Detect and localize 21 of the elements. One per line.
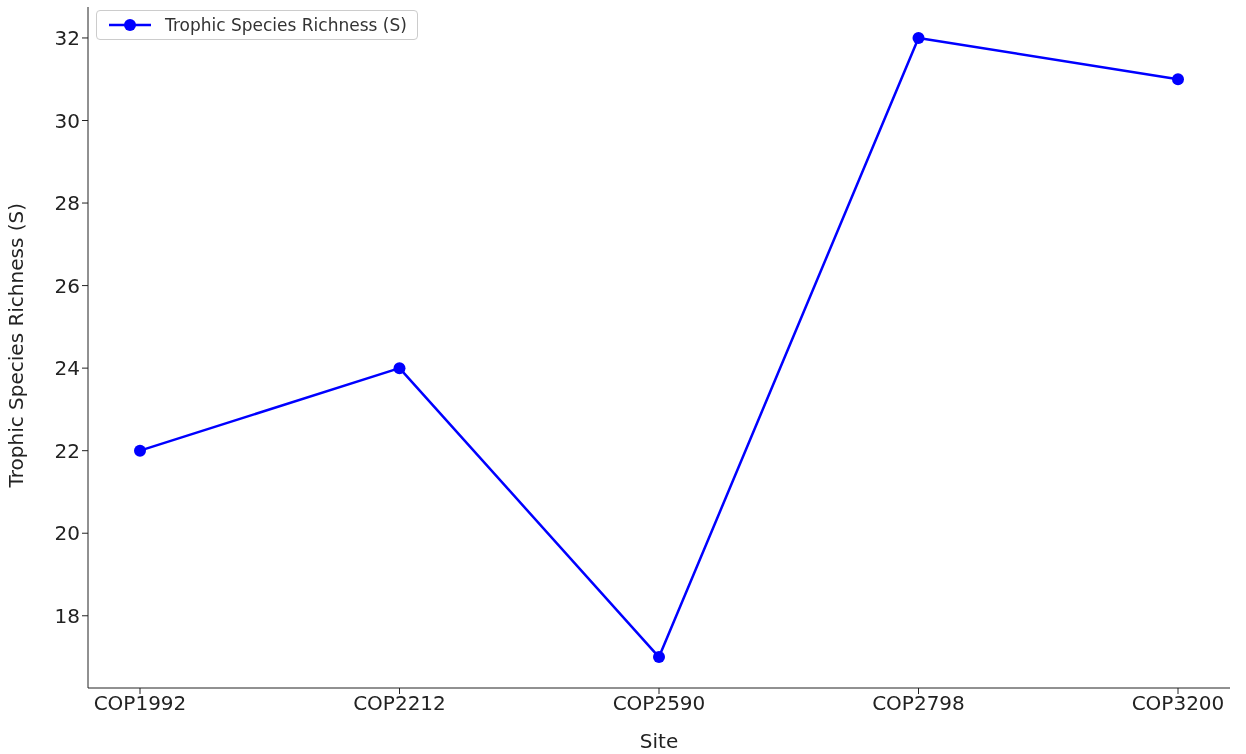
y-tick-label: 24 [54, 356, 80, 381]
x-tick-label: COP2798 [872, 691, 965, 716]
point [393, 362, 406, 375]
y-tick-label: 18 [54, 603, 80, 628]
point [134, 444, 146, 457]
y-tick-label: 26 [54, 273, 80, 298]
x-axis-title: Site [639, 729, 679, 753]
legend-label: Trophic Species Richness (S) [165, 15, 407, 35]
y-axis-title: Trophic Species Richness (S) [4, 202, 29, 489]
point [653, 651, 665, 664]
point [912, 31, 925, 44]
x-tick-label: COP3200 [1131, 691, 1225, 716]
y-tick-label: 28 [54, 191, 80, 216]
y-tick-label: 32 [54, 26, 80, 51]
x-tick-label: COP2590 [612, 691, 706, 716]
y-tick-label: 30 [54, 108, 80, 133]
point [1172, 73, 1184, 86]
y-tick-label: 22 [54, 438, 80, 463]
x-tick-label: COP1992 [93, 691, 187, 716]
y-tick-label: 20 [54, 521, 80, 546]
x-tick-label: COP2212 [353, 691, 446, 716]
